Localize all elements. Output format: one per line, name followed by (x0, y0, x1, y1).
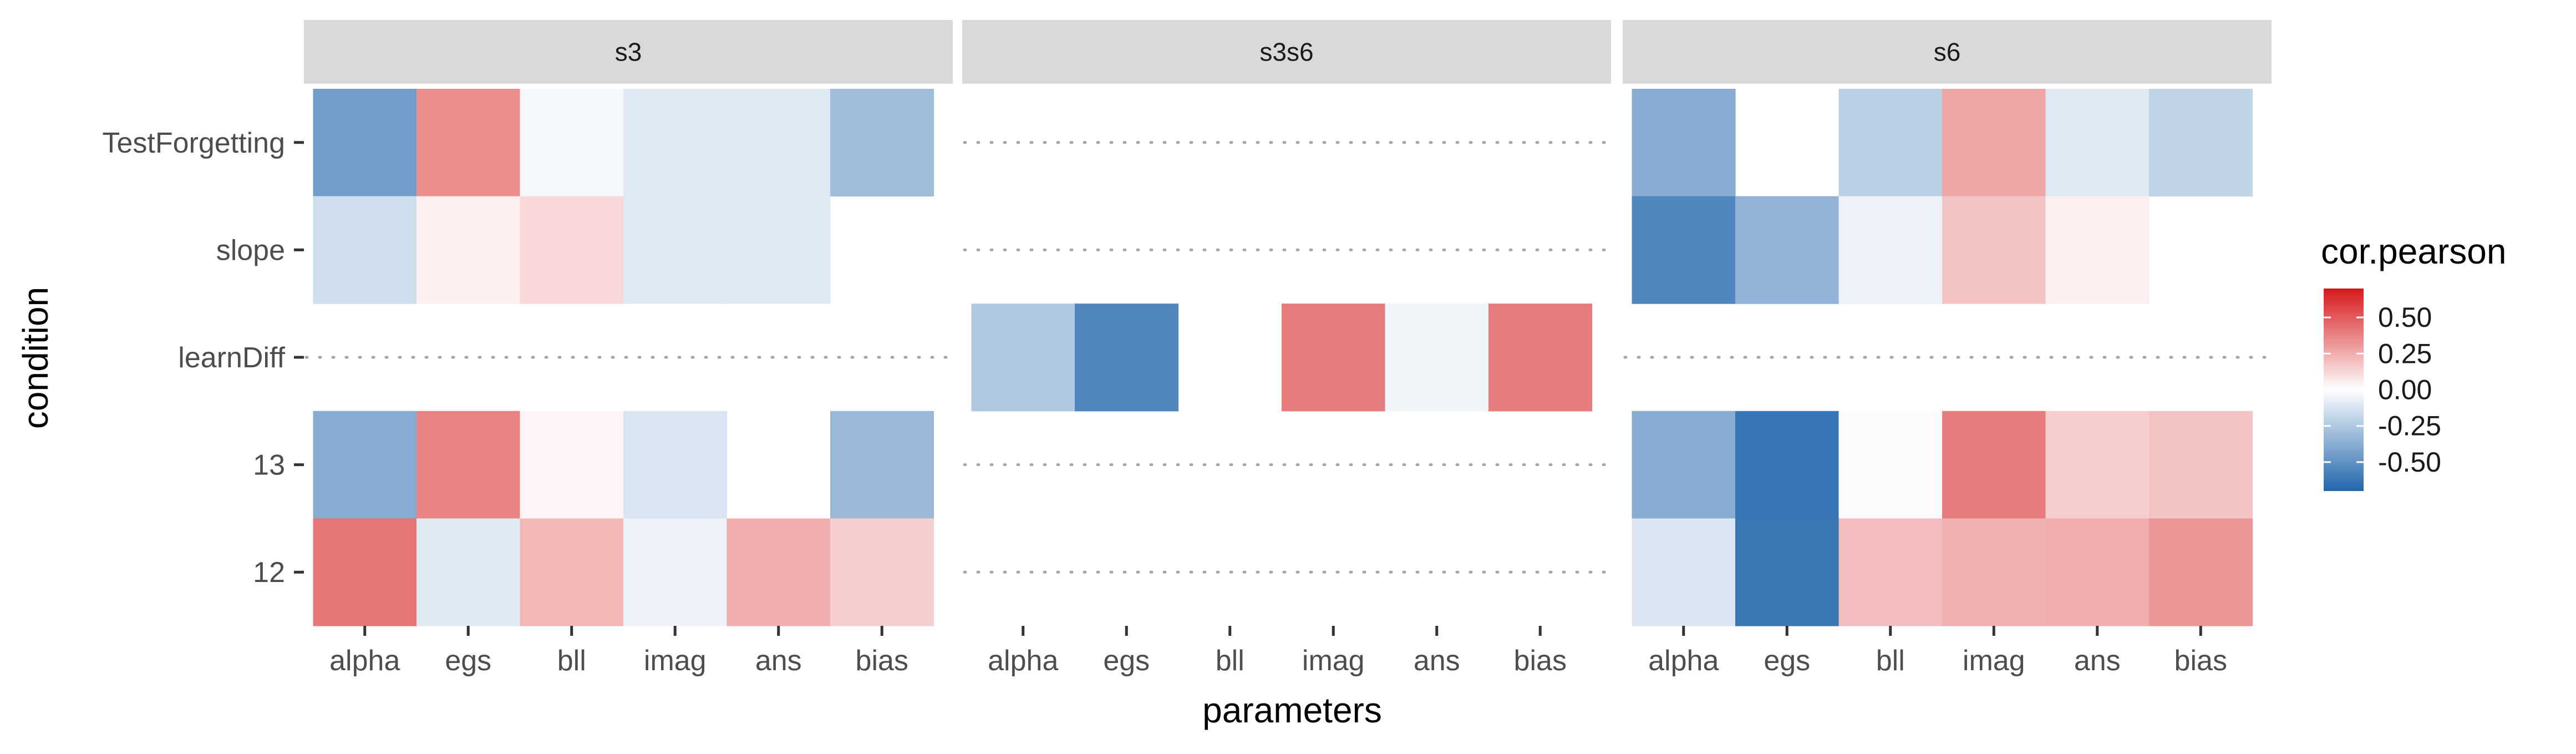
heatmap-tile (313, 411, 417, 519)
x-tick-label: alpha (1648, 645, 1719, 677)
heatmap-tile (726, 518, 831, 626)
heatmap-tile (1838, 411, 1943, 519)
heatmap-tile (830, 518, 934, 626)
heatmap-tile (2045, 518, 2150, 626)
heatmap-tile (623, 196, 728, 304)
heatmap-tile (520, 89, 624, 197)
heatmap-tile (1942, 89, 2046, 197)
x-tick-label: bll (557, 645, 586, 677)
heatmap-tile (1838, 89, 1943, 197)
y-axis-title: condition (16, 287, 55, 429)
legend-label: -0.25 (2378, 411, 2441, 442)
y-tick-label: TestForgetting (103, 127, 286, 159)
heatmap-tile (1282, 303, 1386, 412)
y-tick-label: 12 (253, 556, 285, 589)
heatmap-tile (416, 89, 521, 197)
legend-label: 0.25 (2378, 338, 2432, 369)
heatmap-tile (520, 196, 624, 304)
heatmap-tile (623, 518, 728, 626)
heatmap-tile (416, 196, 521, 304)
heatmap-tile (726, 89, 831, 197)
heatmap-tile (1488, 303, 1593, 412)
heatmap-tile (1385, 303, 1489, 412)
heatmap-tile (1735, 196, 1840, 304)
heatmap-tile (1632, 196, 1736, 304)
x-tick-label: egs (1103, 645, 1150, 677)
heatmap-tile (416, 411, 521, 519)
heatmap-tile (1735, 411, 1840, 519)
heatmap-tile (1632, 89, 1736, 197)
y-tick-label: slope (216, 234, 285, 266)
heatmap-tile (830, 411, 934, 519)
x-tick-label: alpha (988, 645, 1058, 677)
x-tick-label: alpha (329, 645, 400, 677)
legend-title: cor.pearson (2321, 231, 2506, 271)
heatmap-tile (313, 518, 417, 626)
heatmap-tile (1942, 196, 2046, 304)
facet-strip-label: s3s6 (1259, 38, 1313, 67)
heatmap-tile (520, 518, 624, 626)
facet-strip-label: s6 (1934, 38, 1961, 67)
x-tick-label: bll (1216, 645, 1244, 677)
heatmap-tile (623, 411, 728, 519)
y-tick-label: learnDiff (178, 342, 285, 374)
x-tick-label: imag (644, 645, 707, 677)
heatmap-tile (971, 303, 1075, 412)
x-tick-label: imag (1963, 645, 2025, 677)
facet-strip (962, 20, 1611, 84)
x-tick-label: bias (2174, 645, 2227, 677)
x-tick-label: egs (445, 645, 491, 677)
heatmap-tile (830, 89, 934, 197)
heatmap-tile (2045, 411, 2150, 519)
facet-strip (1623, 20, 2272, 84)
heatmap-tile (2045, 89, 2150, 197)
heatmap-tile (2045, 196, 2150, 304)
x-tick-label: bias (1514, 645, 1567, 677)
heatmap-tile (1942, 518, 2046, 626)
heatmap-tile (1632, 411, 1736, 519)
legend-label: -0.50 (2378, 447, 2441, 478)
x-tick-label: ans (755, 645, 802, 677)
x-tick-label: bias (856, 645, 908, 677)
heatmap-tile (2149, 411, 2253, 519)
x-axis-title: parameters (1202, 690, 1382, 730)
x-tick-label: egs (1764, 645, 1810, 677)
heatmap-tile (416, 518, 521, 626)
heatmap-tile (726, 196, 831, 304)
x-tick-label: imag (1302, 645, 1365, 677)
heatmap-tile (1075, 303, 1179, 412)
facet-strip (304, 20, 953, 84)
heatmap-tile (1735, 518, 1840, 626)
heatmap-tile (313, 89, 417, 197)
x-tick-label: bll (1876, 645, 1905, 677)
heatmap-tile (2149, 518, 2253, 626)
legend-label: 0.50 (2378, 302, 2432, 333)
heatmap-tile (1632, 518, 1736, 626)
facet-strip-label: s3 (615, 38, 642, 67)
y-tick-label: 13 (253, 449, 285, 482)
heatmap-tile (623, 89, 728, 197)
x-tick-label: ans (2074, 645, 2121, 677)
heatmap-tile (1838, 518, 1943, 626)
heatmap-tile (520, 411, 624, 519)
legend-label: 0.00 (2378, 375, 2432, 406)
heatmap-tile (313, 196, 417, 304)
x-tick-label: ans (1414, 645, 1460, 677)
heatmap-tile (1838, 196, 1943, 304)
heatmap-tile (2149, 89, 2253, 197)
heatmap-tile (1942, 411, 2046, 519)
